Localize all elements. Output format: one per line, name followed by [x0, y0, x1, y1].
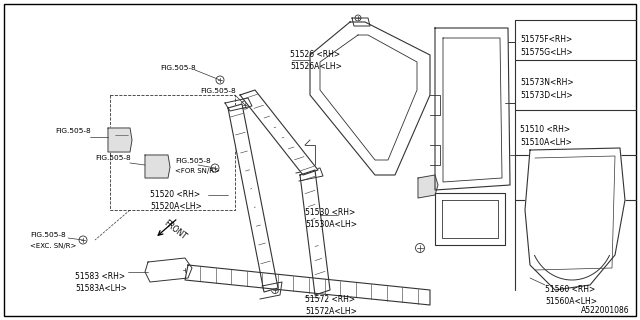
Text: 51510 <RH>: 51510 <RH>	[520, 125, 570, 134]
Text: FRONT: FRONT	[162, 219, 188, 242]
Text: FIG.505-8: FIG.505-8	[95, 155, 131, 161]
Text: FIG.505-8: FIG.505-8	[30, 232, 66, 238]
Polygon shape	[145, 155, 170, 178]
Polygon shape	[310, 22, 430, 175]
Text: 51572 <RH>: 51572 <RH>	[305, 295, 355, 304]
Text: 51572A<LH>: 51572A<LH>	[305, 307, 357, 316]
Polygon shape	[228, 104, 278, 292]
Text: 51510A<LH>: 51510A<LH>	[520, 138, 572, 147]
Polygon shape	[185, 265, 430, 305]
Text: FIG.505-8: FIG.505-8	[200, 88, 236, 94]
Text: 51560A<LH>: 51560A<LH>	[545, 297, 597, 306]
Text: 51530 <RH>: 51530 <RH>	[305, 208, 355, 217]
Text: 51520A<LH>: 51520A<LH>	[150, 202, 202, 211]
Text: FIG.505-8: FIG.505-8	[175, 158, 211, 164]
Polygon shape	[435, 193, 505, 245]
Text: 51583A<LH>: 51583A<LH>	[75, 284, 127, 293]
Text: 51526 <RH>: 51526 <RH>	[290, 50, 340, 59]
Text: 51583 <RH>: 51583 <RH>	[75, 272, 125, 281]
Text: FIG.505-8: FIG.505-8	[160, 65, 196, 71]
Text: 51573N<RH>: 51573N<RH>	[520, 78, 573, 87]
Polygon shape	[418, 175, 438, 198]
Polygon shape	[300, 170, 330, 295]
Text: 51530A<LH>: 51530A<LH>	[305, 220, 357, 229]
Polygon shape	[525, 148, 625, 290]
Text: 51526A<LH>: 51526A<LH>	[290, 62, 342, 71]
Text: FIG.505-8: FIG.505-8	[55, 128, 91, 134]
Polygon shape	[435, 28, 510, 190]
Text: 51575G<LH>: 51575G<LH>	[520, 48, 573, 57]
Polygon shape	[145, 258, 192, 282]
Polygon shape	[108, 128, 132, 152]
Text: 51560 <RH>: 51560 <RH>	[545, 285, 595, 294]
Text: A522001086: A522001086	[581, 306, 630, 315]
Text: 51575F<RH>: 51575F<RH>	[520, 35, 572, 44]
Polygon shape	[240, 90, 318, 175]
Text: <EXC. SN/R>: <EXC. SN/R>	[30, 243, 76, 249]
Text: 51520 <RH>: 51520 <RH>	[150, 190, 200, 199]
Text: 51573D<LH>: 51573D<LH>	[520, 91, 573, 100]
Text: <FOR SN/R>: <FOR SN/R>	[175, 168, 220, 174]
